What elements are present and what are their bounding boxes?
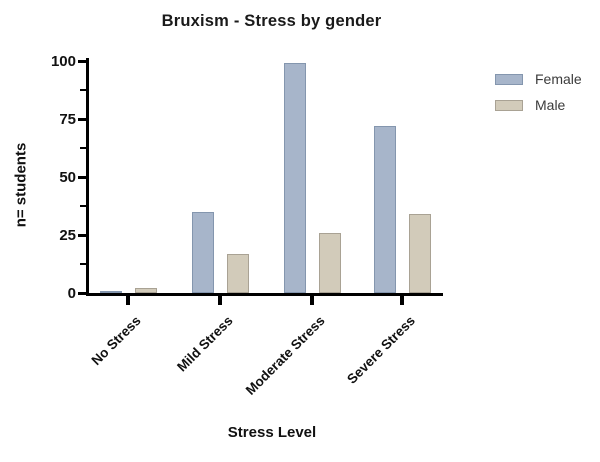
legend-swatch-male xyxy=(495,99,523,111)
y-axis-line xyxy=(86,58,89,296)
bar-female-0 xyxy=(99,290,122,293)
x-axis-line xyxy=(86,293,443,296)
x-tick-1 xyxy=(218,296,222,305)
y-tick-label-100: 100 xyxy=(50,52,76,70)
x-category-label-2: Moderate Stress xyxy=(242,313,328,398)
bar-male-1 xyxy=(227,253,249,293)
y-minor-tick-12.5 xyxy=(80,263,87,265)
y-tick-label-25: 25 xyxy=(59,226,76,244)
legend-label-female: Female xyxy=(535,71,582,87)
legend-item-male: Male xyxy=(495,92,582,118)
y-tick-label-75: 75 xyxy=(59,110,76,128)
y-minor-tick-37.5 xyxy=(80,205,87,207)
x-axis-label: Stress Level xyxy=(227,424,317,441)
y-tick-75 xyxy=(78,117,87,121)
legend-swatch-female xyxy=(495,73,523,85)
legend: Female Male xyxy=(495,66,582,118)
bar-male-2 xyxy=(319,232,341,293)
x-category-label-1: Mild Stress xyxy=(174,313,236,375)
y-tick-0 xyxy=(78,291,87,295)
bar-male-0 xyxy=(135,288,157,293)
y-tick-100 xyxy=(78,59,87,63)
y-tick-25 xyxy=(78,233,87,237)
bar-female-1 xyxy=(191,211,214,293)
legend-item-female: Female xyxy=(495,66,582,92)
x-tick-0 xyxy=(126,296,130,305)
x-tick-2 xyxy=(310,296,314,305)
bar-female-2 xyxy=(283,63,306,293)
legend-label-male: Male xyxy=(535,97,566,113)
x-category-label-3: Severe Stress xyxy=(343,313,418,387)
y-tick-label-0: 0 xyxy=(67,284,76,302)
y-minor-tick-62.5 xyxy=(80,147,87,149)
y-tick-label-50: 50 xyxy=(59,168,76,186)
bar-male-3 xyxy=(409,214,431,293)
x-category-label-0: No Stress xyxy=(88,313,144,369)
chart-title: Bruxism - Stress by gender xyxy=(161,12,382,30)
y-minor-tick-87.5 xyxy=(80,89,87,91)
y-tick-50 xyxy=(78,175,87,179)
bar-female-3 xyxy=(373,125,396,293)
y-axis-label: n= students xyxy=(12,142,30,228)
x-tick-3 xyxy=(400,296,404,305)
